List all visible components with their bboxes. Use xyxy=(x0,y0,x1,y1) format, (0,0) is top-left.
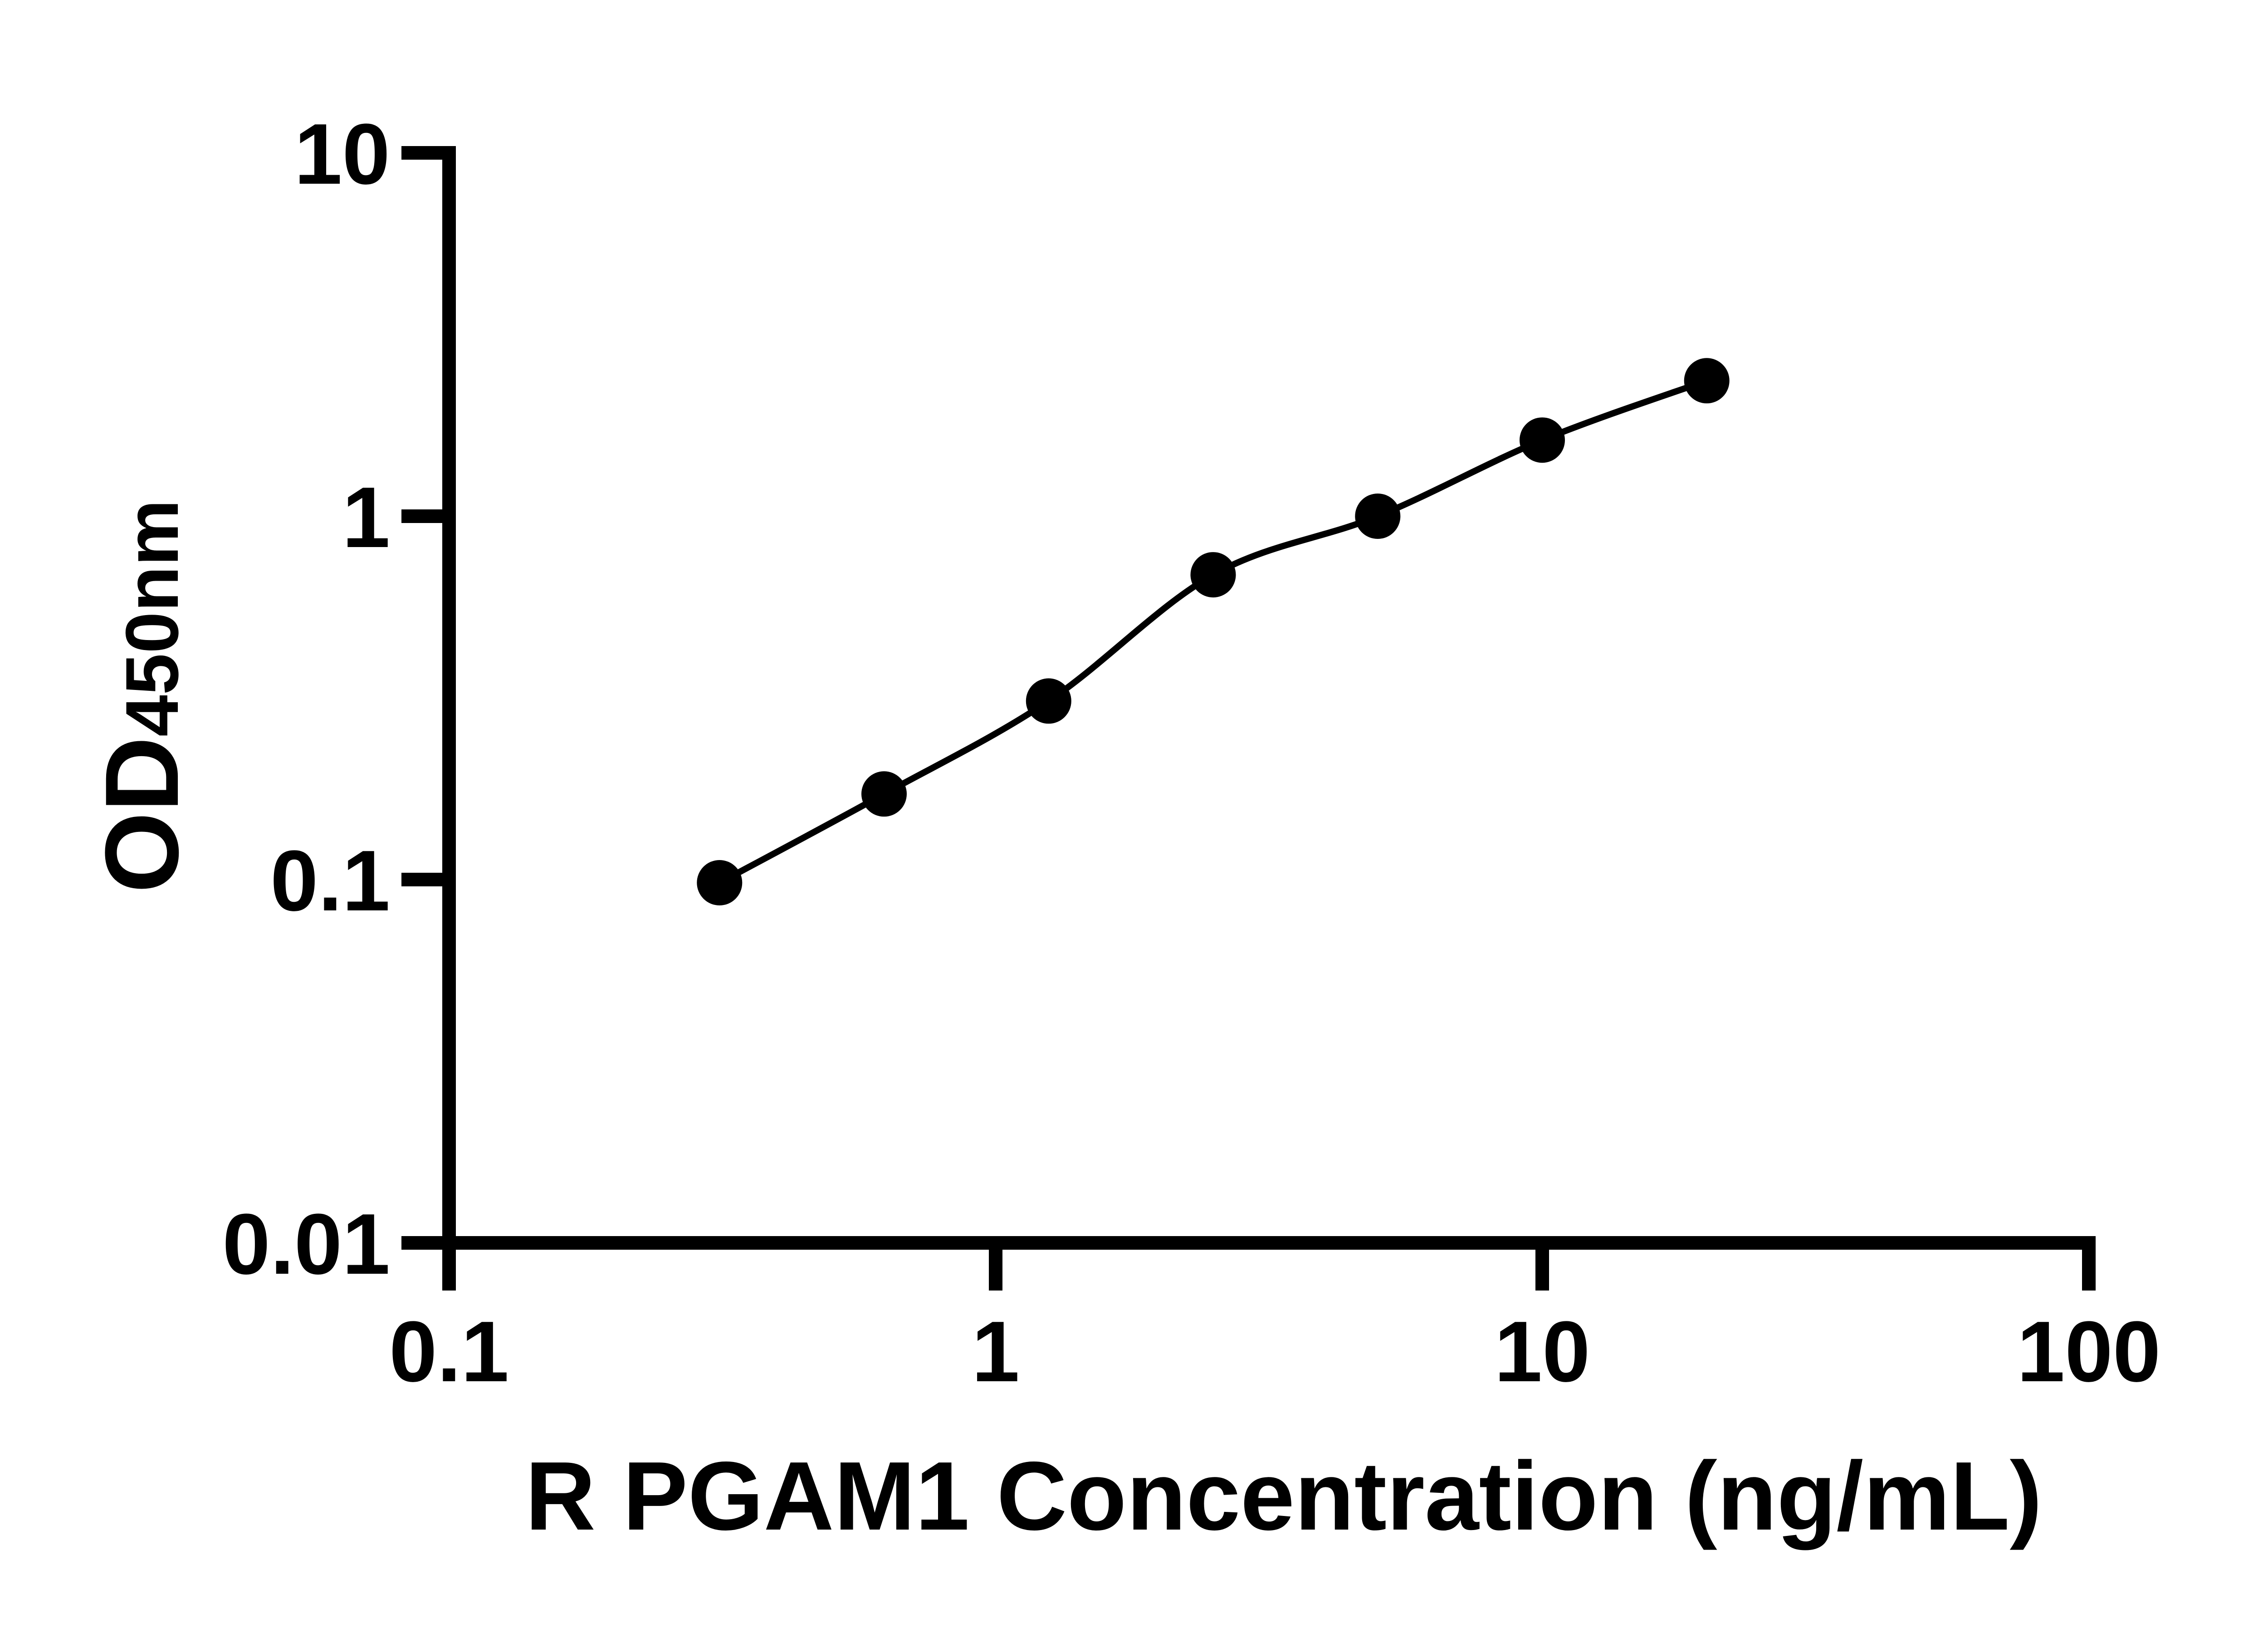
y-axis-title-main: OD xyxy=(83,737,200,893)
data-point-marker xyxy=(1684,358,1730,404)
data-point-layer xyxy=(697,358,1730,905)
data-point-marker xyxy=(1355,494,1401,539)
data-point-marker xyxy=(1520,417,1565,463)
x-tick-label: 1 xyxy=(972,1304,1020,1400)
x-tick-label: 100 xyxy=(2017,1304,2160,1400)
data-point-marker xyxy=(1026,678,1071,724)
data-point-marker xyxy=(697,860,743,905)
data-point-marker xyxy=(861,771,907,817)
axes xyxy=(442,146,2096,1250)
x-tick-label: 10 xyxy=(1494,1304,1590,1400)
y-tick-label: 0.01 xyxy=(222,1196,390,1292)
y-axis-title: OD450nm xyxy=(83,499,200,893)
axis-tick-labels: 10 1 0.1 0.01 0.1 1 10 100 xyxy=(222,106,2160,1400)
axis-ticks xyxy=(401,146,2096,1291)
y-tick-label: 10 xyxy=(294,106,390,202)
y-tick-label: 1 xyxy=(342,469,390,566)
data-point-marker xyxy=(1190,552,1236,598)
x-tick-label: 0.1 xyxy=(389,1304,509,1400)
y-axis-title-subscript: 450nm xyxy=(110,499,194,737)
y-tick-label: 0.1 xyxy=(270,833,390,929)
x-axis-title: R PGAM1 Concentration (ng/mL) xyxy=(525,1441,2042,1550)
